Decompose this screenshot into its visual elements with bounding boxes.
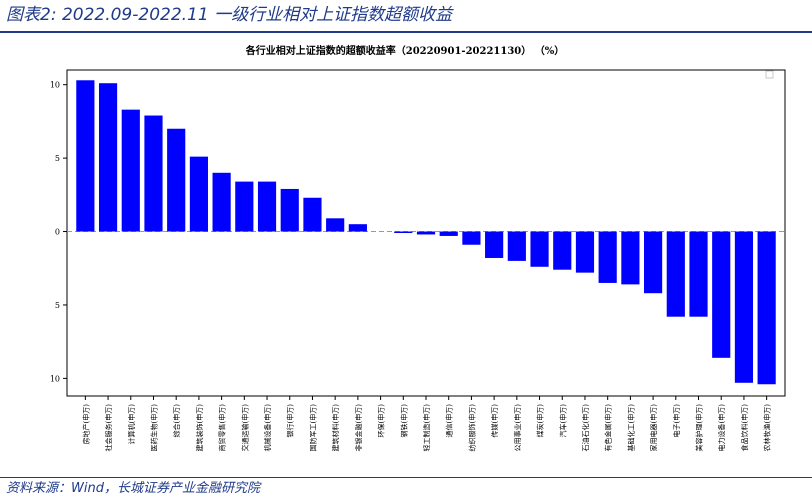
bar [121, 109, 140, 232]
y-tick-label: 5 [55, 301, 60, 310]
x-tick-label: 国防军工(申万) [308, 404, 317, 452]
bar [189, 156, 208, 232]
x-tick-label: 家用电器(申万) [649, 404, 658, 452]
bar [485, 231, 504, 258]
footer-divider [0, 477, 812, 478]
x-tick-label: 银行(申万) [286, 404, 295, 438]
bar [98, 83, 118, 232]
figure-title: 图表2: 2022.09-2022.11 一级行业相对上证指数超额收益 [6, 5, 453, 25]
legend-box [765, 70, 774, 79]
bar [734, 231, 754, 383]
bar [598, 231, 617, 283]
source-note: 资料来源：Wind，长城证券产业金融研究院 [6, 481, 260, 496]
bar [644, 231, 663, 294]
y-tick-label: 10 [50, 374, 60, 383]
bar [575, 231, 595, 273]
y-tick-label: 5 [55, 154, 60, 163]
x-tick-label: 房地产(申万) [81, 404, 90, 445]
bar [462, 231, 481, 245]
bar [280, 188, 299, 232]
x-tick-label: 医药生物(申万) [149, 404, 158, 452]
x-tick-label: 电子(申万) [672, 404, 681, 438]
x-tick-label: 通信(申万) [445, 404, 454, 438]
x-tick-label: 传媒(申万) [490, 404, 499, 438]
bar [621, 231, 640, 285]
y-tick-label: 10 [50, 81, 60, 90]
chart-container: 各行业相对上证指数的超额收益率（20220901-20221130） （%） 1… [0, 34, 812, 476]
bar-chart: 各行业相对上证指数的超额收益率（20220901-20221130） （%） 1… [50, 44, 786, 452]
bar [235, 181, 254, 232]
x-tick-label: 综合(申万) [172, 404, 181, 438]
x-tick-label: 汽车(申万) [558, 404, 567, 438]
bars-group [76, 80, 776, 385]
bar [530, 231, 549, 267]
x-tick-label: 农林牧渔(申万) [763, 404, 772, 452]
bar [212, 172, 231, 232]
x-tick-label: 机械设备(申万) [263, 404, 272, 452]
x-tick-label: 轻工制造(申万) [422, 404, 431, 452]
header-divider [0, 31, 812, 33]
y-ticks-group: 10 5 0 5 10 [50, 81, 67, 383]
bar [689, 231, 708, 317]
y-tick-label: 0 [55, 228, 60, 237]
bar [416, 231, 436, 235]
bar [167, 128, 186, 232]
bar [326, 218, 345, 232]
x-tick-label: 环保(申万) [377, 404, 386, 438]
x-tick-label: 社会服务(申万) [104, 404, 113, 452]
bar [303, 197, 322, 232]
x-tick-label: 纺织服饰(申万) [467, 404, 476, 452]
chart-title: 各行业相对上证指数的超额收益率（20220901-20221130） （%） [245, 44, 564, 57]
x-tick-label: 交通运输(申万) [240, 404, 249, 452]
bar [439, 231, 458, 236]
x-tick-label: 煤炭(申万) [536, 404, 545, 438]
x-tick-label: 计算机(申万) [127, 404, 136, 445]
x-tick-label: 有色金属(申万) [604, 404, 613, 452]
x-tick-label: 商贸零售(申万) [218, 404, 227, 452]
bar [757, 231, 776, 385]
x-tick-label: 美容护理(申万) [695, 404, 704, 452]
bar [76, 80, 95, 232]
bar [712, 231, 731, 358]
x-ticks-group: 房地产(申万) 社会服务(申万) 计算机(申万) 医药生物(申万) 综合(申万) 建筑装饰… [81, 396, 772, 452]
x-tick-label: 基础化工(申万) [626, 404, 635, 452]
x-tick-label: 建筑材料(申万) [331, 404, 340, 452]
bar [666, 231, 685, 317]
bar [507, 231, 526, 261]
bar [257, 181, 277, 232]
bar [553, 231, 572, 270]
bar [394, 231, 413, 233]
x-tick-label: 公用事业(申万) [513, 404, 522, 452]
bar [144, 115, 163, 232]
x-tick-label: 钢铁(申万) [399, 404, 408, 438]
x-tick-label: 电力设备(申万) [717, 404, 726, 452]
x-tick-label: 建筑装饰(申万) [195, 404, 204, 452]
x-tick-label: 食品饮料(申万) [740, 404, 749, 452]
x-tick-label: 非银金融(申万) [354, 404, 363, 452]
bar [348, 224, 367, 232]
x-tick-label: 石油石化(申万) [581, 404, 590, 452]
